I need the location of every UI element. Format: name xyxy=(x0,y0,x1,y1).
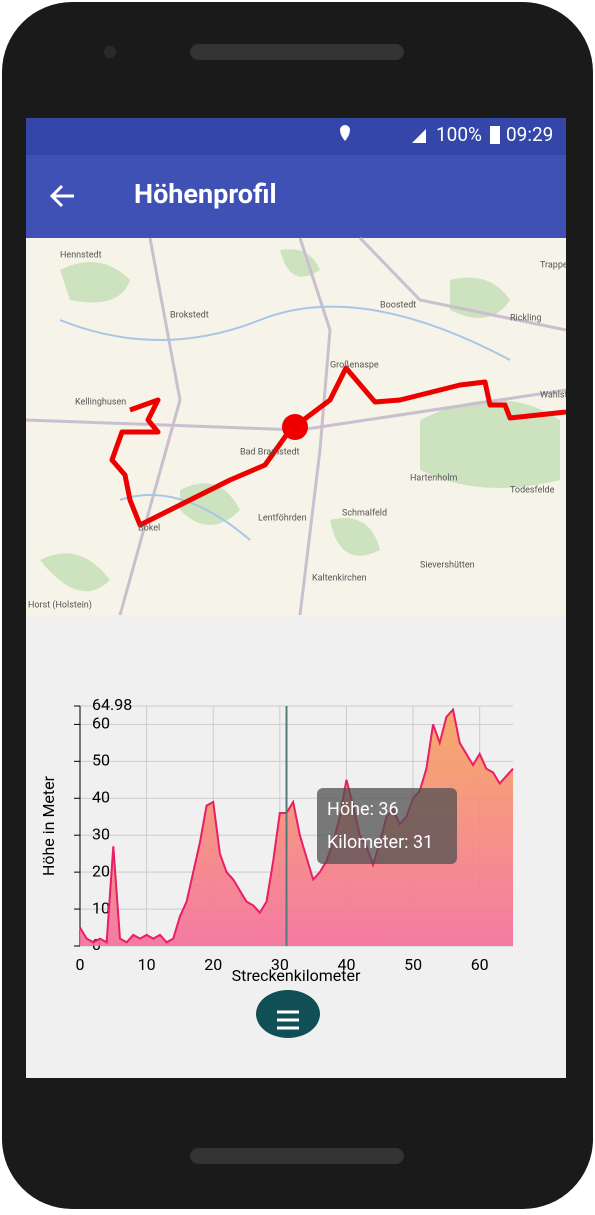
speaker xyxy=(190,44,404,60)
map[interactable]: Hennstedt Brokstedt Großenaspe Boostedt Rick… xyxy=(26,236,595,616)
forest xyxy=(40,249,560,592)
y-tick-label: 20 xyxy=(92,861,110,880)
map-label: Todesfelde xyxy=(510,485,555,495)
y-tick-label: 40 xyxy=(92,787,110,806)
position-marker xyxy=(282,414,308,440)
clock: 09:29 xyxy=(506,123,553,146)
y-axis-label: Höhe in Meter xyxy=(39,775,58,876)
battery-text: 100% xyxy=(436,123,482,146)
x-tick-label: 10 xyxy=(138,955,156,974)
map-label: Brokstedt xyxy=(170,310,209,320)
rivers xyxy=(59,305,511,541)
map-label: Horst (Holstein) xyxy=(28,599,92,610)
app-bar xyxy=(26,155,566,238)
map-label: Wahlstedt xyxy=(540,390,580,400)
map-label: Kaltenkirchen xyxy=(312,573,367,583)
x-axis-label: Streckenkilometer xyxy=(232,966,361,985)
map-label: Sievershütten xyxy=(420,560,475,570)
back-button[interactable] xyxy=(49,184,74,208)
x-tick-label: 50 xyxy=(404,955,422,974)
camera xyxy=(104,46,116,58)
signal-icon xyxy=(412,129,426,143)
battery-icon xyxy=(490,126,500,144)
status-bar xyxy=(26,118,566,155)
map-label: Boostedt xyxy=(380,300,416,310)
map-label: Großenaspe xyxy=(330,360,379,370)
map-label: Bokel xyxy=(138,523,160,533)
speaker xyxy=(190,1148,404,1164)
map-label: Trappenkamp xyxy=(540,260,595,270)
x-tick-label: 0 xyxy=(76,955,85,974)
map-label: Hartenholm xyxy=(410,473,458,483)
map-label: Bad Bramstedt xyxy=(240,447,300,457)
menu-icon xyxy=(277,1010,299,1030)
tooltip-box xyxy=(317,788,457,864)
map-label: Hennstedt xyxy=(60,250,102,260)
y-tick-label: 10 xyxy=(92,898,110,917)
app-title: Höhenprofil xyxy=(134,178,277,210)
menu-button[interactable] xyxy=(256,990,320,1038)
y-tick-label: 50 xyxy=(92,751,110,770)
route xyxy=(109,365,566,528)
area xyxy=(80,709,513,946)
y-tick-label: 64.98 xyxy=(92,695,132,714)
map-label: Lentföhrden xyxy=(258,513,307,523)
x-tick-label: 20 xyxy=(204,955,222,974)
map-label: Schmalfeld xyxy=(342,508,387,518)
x-tick-label: 30 xyxy=(271,955,289,974)
map-label: Kellinghusen xyxy=(75,397,126,407)
tooltip-text: Kilometer: 31 xyxy=(327,832,433,853)
x-tick-label: 60 xyxy=(471,955,489,974)
y-tick-label: 60 xyxy=(92,714,110,733)
location-icon xyxy=(340,125,350,141)
x-tick-label: 40 xyxy=(337,955,355,974)
map-label: Rickling xyxy=(510,313,541,323)
tooltip-text: Höhe: 36 xyxy=(327,799,399,820)
line xyxy=(79,707,514,944)
y-tick-label: 30 xyxy=(92,824,110,843)
